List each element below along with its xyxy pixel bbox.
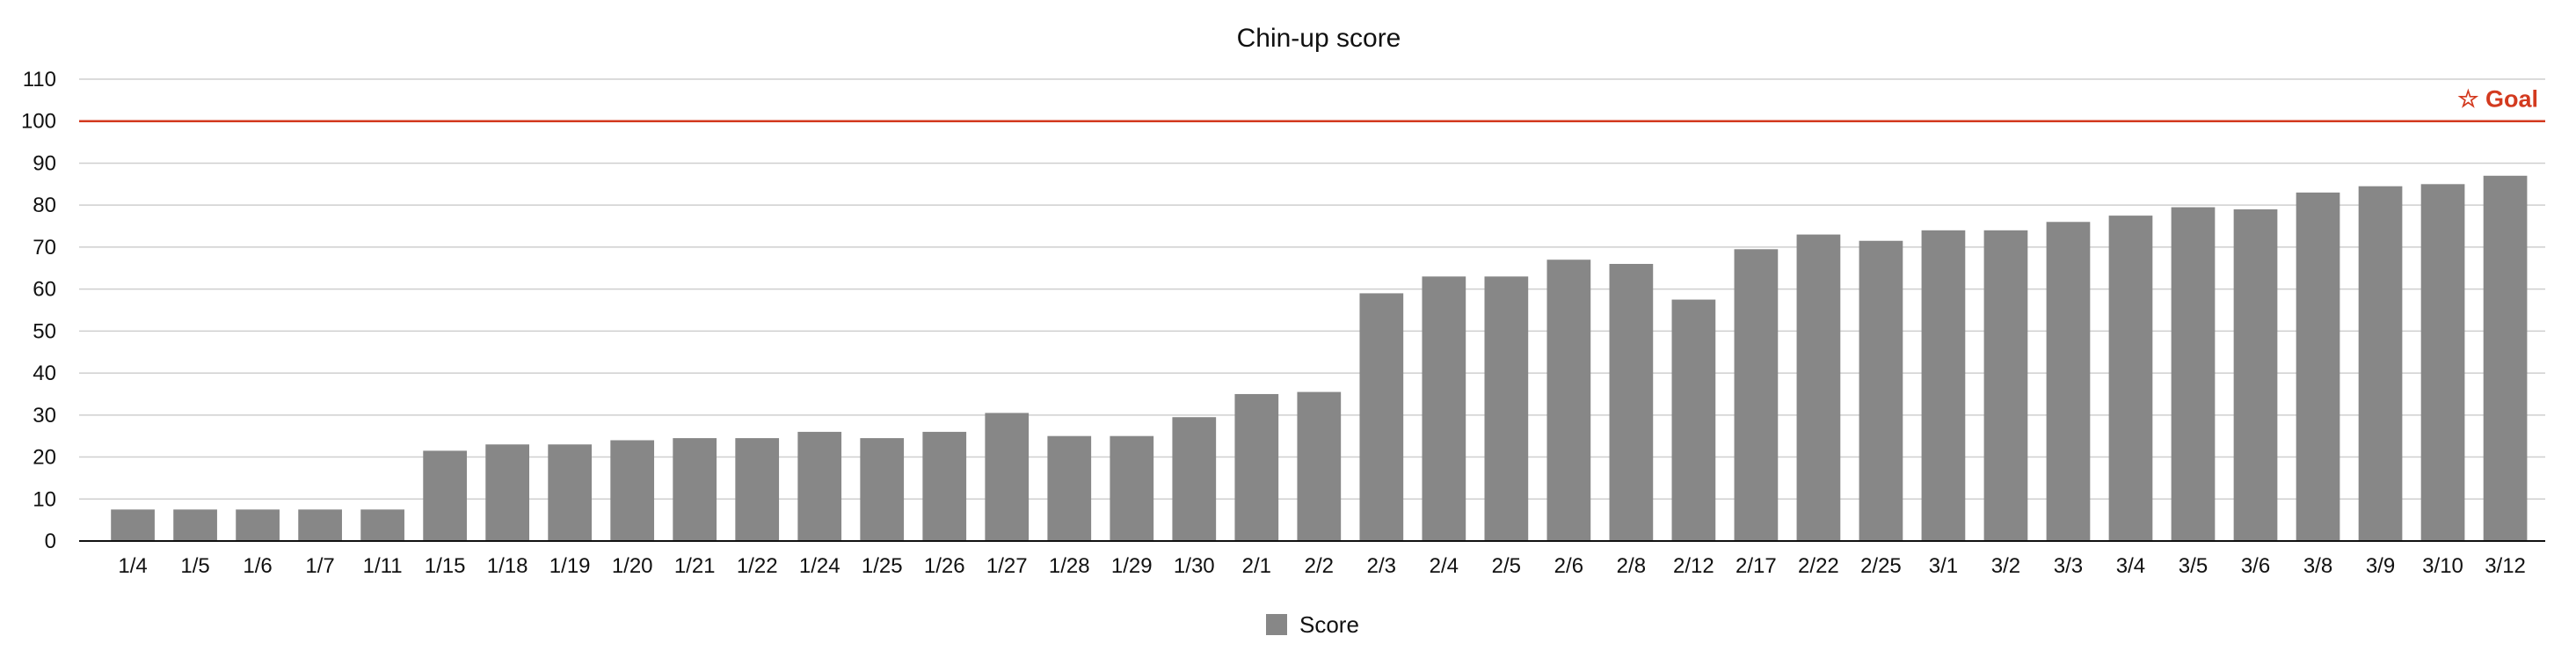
bar bbox=[2296, 192, 2340, 541]
bar bbox=[1734, 249, 1779, 541]
y-tick-label: 110 bbox=[23, 68, 56, 91]
x-tick-label: 1/5 bbox=[180, 554, 209, 578]
x-tick-label: 3/4 bbox=[2116, 554, 2145, 578]
chart-title: Chin-up score bbox=[1237, 24, 1401, 53]
bar bbox=[2358, 186, 2403, 542]
x-tick-label: 3/3 bbox=[2054, 554, 2083, 578]
y-tick-label: 80 bbox=[33, 194, 56, 217]
bar bbox=[1609, 264, 1654, 541]
bar bbox=[2171, 207, 2216, 541]
x-tick-label: 3/12 bbox=[2485, 554, 2526, 578]
x-tick-label: 2/4 bbox=[1430, 554, 1459, 578]
bar bbox=[2046, 222, 2091, 542]
bar bbox=[985, 413, 1030, 541]
bar bbox=[548, 444, 593, 541]
x-tick-label: 1/19 bbox=[549, 554, 591, 578]
bar bbox=[860, 438, 905, 541]
x-tick-label: 2/17 bbox=[1736, 554, 1777, 578]
bar bbox=[610, 440, 655, 541]
x-tick-label: 3/5 bbox=[2179, 554, 2208, 578]
bar bbox=[485, 444, 530, 541]
y-axis-ticks: 0 10 20 30 40 50 60 70 80 90 100 110 bbox=[21, 68, 56, 553]
bar bbox=[423, 450, 467, 541]
x-tick-label: 1/6 bbox=[243, 554, 272, 578]
bar bbox=[2108, 216, 2153, 541]
x-tick-label: 1/15 bbox=[425, 554, 466, 578]
bar bbox=[1796, 234, 1841, 541]
y-tick-label: 10 bbox=[33, 487, 56, 511]
x-tick-label: 2/1 bbox=[1242, 554, 1271, 578]
y-tick-label: 20 bbox=[33, 446, 56, 470]
bar bbox=[1047, 435, 1092, 541]
bar bbox=[2233, 208, 2278, 542]
bar bbox=[1484, 276, 1529, 541]
bar bbox=[1859, 240, 1903, 541]
bar bbox=[1983, 230, 2028, 541]
y-tick-label: 30 bbox=[33, 404, 56, 428]
bar bbox=[298, 509, 342, 541]
bar bbox=[1359, 293, 1404, 541]
x-tick-label: 2/8 bbox=[1617, 554, 1646, 578]
x-tick-label: 1/26 bbox=[924, 554, 965, 578]
x-tick-label: 1/11 bbox=[363, 554, 403, 578]
bar bbox=[173, 509, 217, 541]
x-tick-label: 2/2 bbox=[1305, 554, 1334, 578]
bar bbox=[1546, 260, 1591, 541]
bar bbox=[1422, 276, 1466, 541]
x-tick-label: 1/4 bbox=[118, 554, 147, 578]
x-tick-label: 3/6 bbox=[2241, 554, 2270, 578]
goal-label: ☆ Goal bbox=[2457, 86, 2538, 113]
bar bbox=[236, 509, 280, 541]
x-tick-label: 2/5 bbox=[1492, 554, 1521, 578]
bars bbox=[111, 175, 2528, 542]
bar bbox=[2483, 175, 2528, 542]
bar bbox=[673, 438, 717, 541]
x-tick-label: 2/12 bbox=[1673, 554, 1714, 578]
y-tick-label: 70 bbox=[33, 236, 56, 260]
x-tick-label: 1/21 bbox=[674, 554, 716, 578]
x-tick-label: 1/27 bbox=[986, 554, 1028, 578]
x-tick-label: 1/20 bbox=[612, 554, 653, 578]
y-tick-label: 90 bbox=[33, 151, 56, 175]
legend-swatch-score bbox=[1266, 614, 1287, 635]
x-tick-label: 3/10 bbox=[2422, 554, 2463, 578]
x-tick-label: 2/25 bbox=[1860, 554, 1902, 578]
bar bbox=[111, 509, 155, 541]
x-tick-label: 2/3 bbox=[1367, 554, 1396, 578]
bar bbox=[922, 431, 967, 541]
bar bbox=[360, 509, 404, 541]
bar bbox=[1297, 391, 1342, 541]
x-tick-label: 1/7 bbox=[305, 554, 334, 578]
x-tick-label: 1/29 bbox=[1111, 554, 1153, 578]
x-tick-label: 3/1 bbox=[1929, 554, 1958, 578]
x-tick-label: 2/6 bbox=[1554, 554, 1583, 578]
y-tick-label: 60 bbox=[33, 278, 56, 302]
x-tick-label: 2/22 bbox=[1798, 554, 1839, 578]
bar bbox=[1921, 230, 1966, 541]
bar bbox=[1234, 393, 1279, 541]
y-tick-label: 40 bbox=[33, 362, 56, 385]
bar bbox=[1172, 417, 1217, 541]
legend: Score bbox=[1266, 611, 1359, 638]
bar bbox=[797, 431, 842, 541]
x-tick-label: 1/30 bbox=[1174, 554, 1215, 578]
bar bbox=[1671, 299, 1716, 541]
x-tick-label: 3/8 bbox=[2303, 554, 2332, 578]
legend-label-score: Score bbox=[1299, 611, 1359, 638]
x-tick-label: 1/25 bbox=[862, 554, 903, 578]
x-tick-label: 1/24 bbox=[799, 554, 840, 578]
x-tick-label: 3/9 bbox=[2366, 554, 2395, 578]
bar bbox=[1110, 435, 1154, 541]
x-tick-label: 1/22 bbox=[737, 554, 778, 578]
y-tick-label: 50 bbox=[33, 319, 56, 343]
x-tick-label: 1/28 bbox=[1049, 554, 1090, 578]
x-tick-label: 1/18 bbox=[487, 554, 528, 578]
x-tick-label: 3/2 bbox=[1991, 554, 2020, 578]
y-tick-label: 0 bbox=[45, 530, 56, 553]
bar bbox=[2420, 184, 2465, 541]
x-axis-ticks: 1/4 1/5 1/6 1/7 1/11 1/15 1/18 1/19 1/20 1/21 1/22… bbox=[118, 554, 2526, 578]
y-tick-label: 100 bbox=[21, 110, 56, 134]
bar bbox=[735, 438, 780, 541]
